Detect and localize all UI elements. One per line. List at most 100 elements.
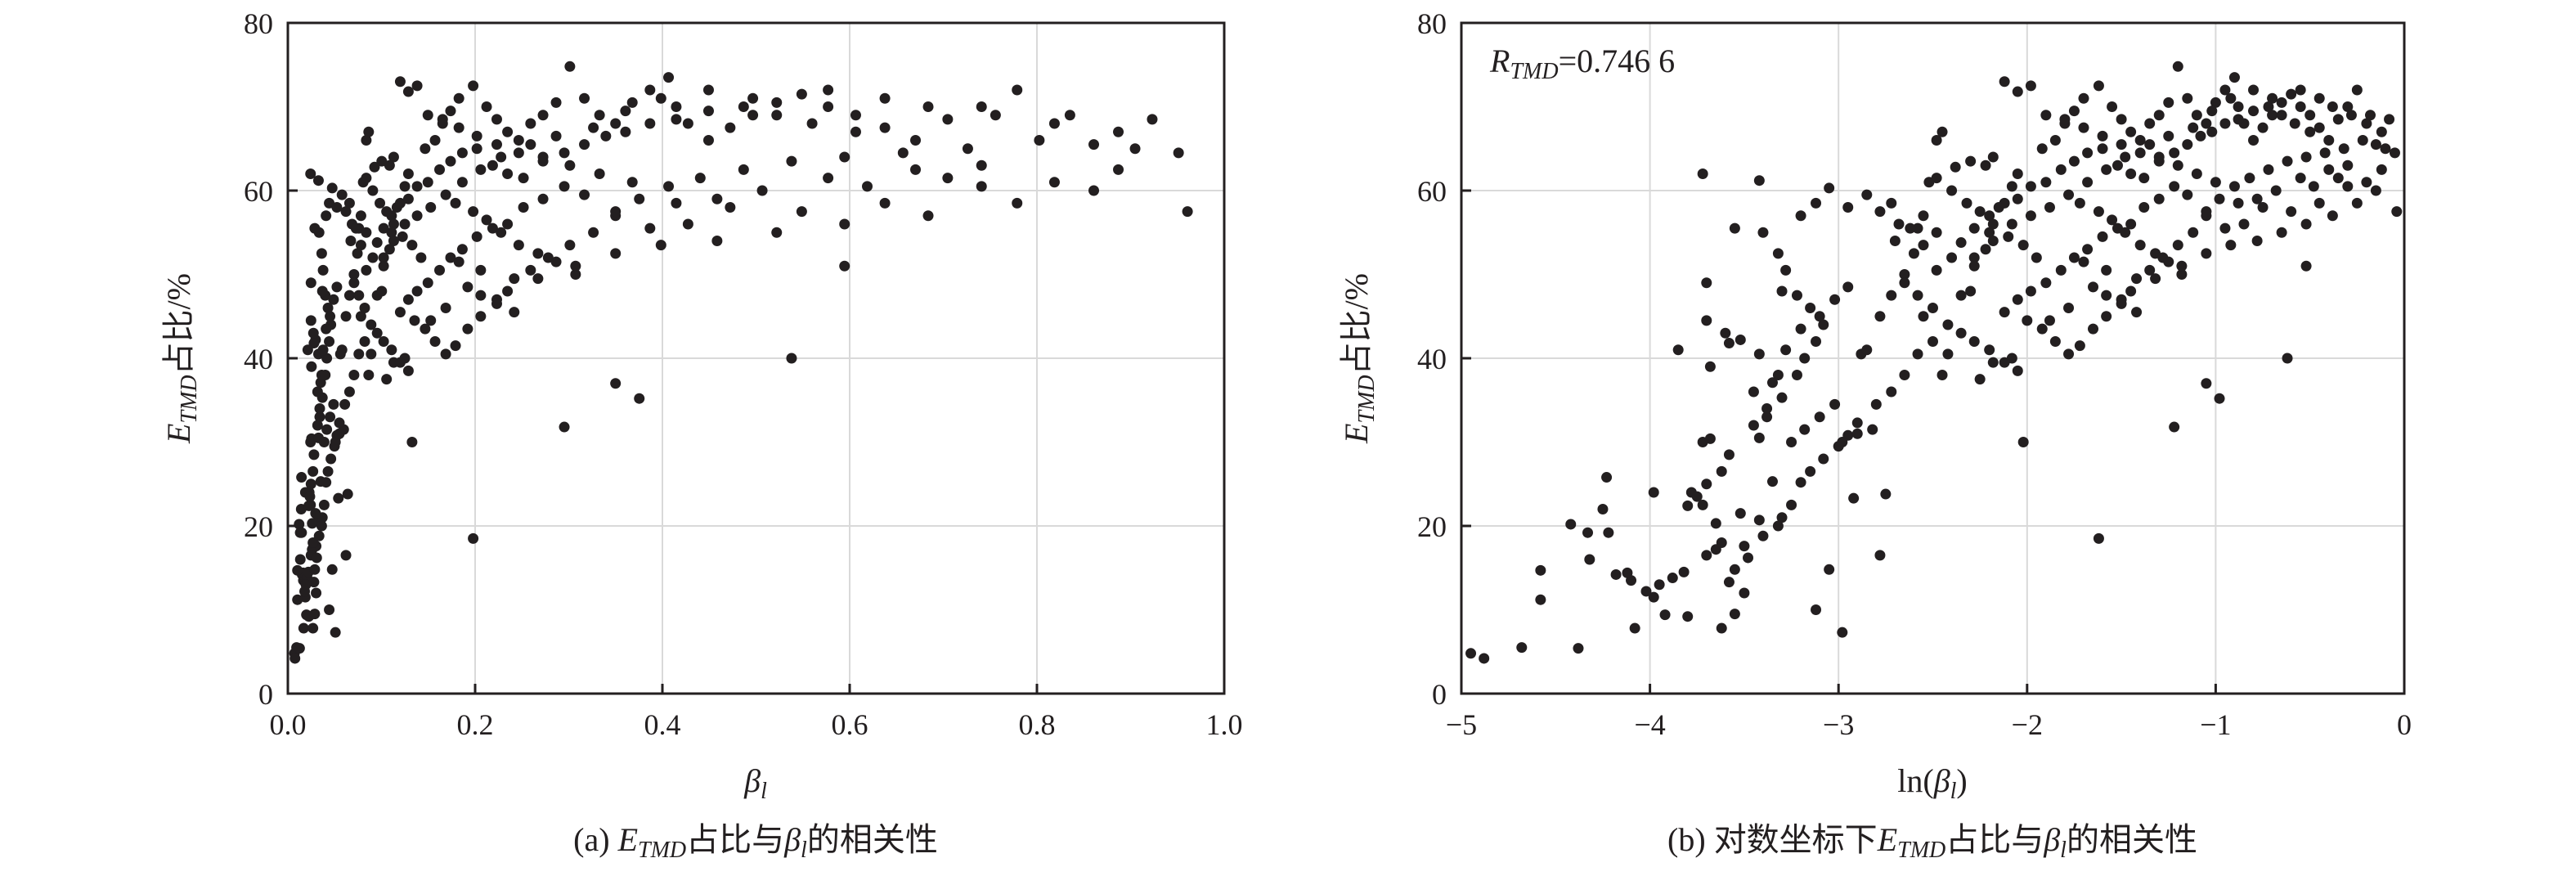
- scatter-point-a: [399, 218, 411, 230]
- scatter-point-a: [429, 135, 441, 146]
- scatter-point-a: [318, 499, 330, 510]
- scatter-point-a: [976, 181, 987, 192]
- scatter-point-a: [655, 240, 666, 251]
- scatter-point-a: [771, 97, 783, 108]
- scatter-point-a: [879, 92, 891, 104]
- scatter-point-b: [1965, 155, 1977, 167]
- scatter-point-a: [366, 319, 377, 330]
- scatter-point-a: [296, 527, 307, 538]
- scatter-point-b: [1682, 500, 1694, 511]
- scatter-point-a: [1012, 197, 1023, 209]
- scatter-point-a: [634, 393, 645, 404]
- scatter-point-b: [1936, 126, 1948, 137]
- scatter-point-a: [564, 159, 576, 171]
- scatter-point-b: [1535, 594, 1546, 605]
- scatter-point-a: [314, 403, 325, 414]
- scatter-point-b: [2191, 168, 2202, 179]
- scatter-point-b: [2182, 139, 2193, 150]
- scatter-point-a: [305, 478, 316, 490]
- scatter-point-a: [559, 421, 570, 433]
- scatter-point-a: [644, 222, 656, 234]
- scatter-point-b: [1867, 424, 1878, 435]
- scatter-point-b: [2153, 110, 2165, 121]
- scatter-point-b: [2112, 159, 2123, 171]
- scatter-point-b: [2313, 92, 2325, 104]
- scatter-point-a: [1173, 147, 1184, 159]
- scatter-point-a: [550, 130, 562, 142]
- scatter-point-b: [2286, 206, 2297, 218]
- scatter-point-a: [532, 273, 544, 285]
- x-axis-label-b: ln(βl): [1897, 762, 1967, 804]
- scatter-point-b: [1748, 386, 1759, 398]
- scatter-point-a: [307, 327, 319, 339]
- scatter-point-a: [475, 264, 487, 276]
- scatter-point-a: [394, 357, 406, 368]
- scatter-point-b: [1950, 161, 1961, 173]
- scatter-point-a: [682, 118, 693, 129]
- scatter-point-b: [2088, 323, 2099, 335]
- scatter-point-b: [1622, 567, 1633, 578]
- scatter-point-b: [2323, 135, 2335, 146]
- scatter-point-b: [2017, 437, 2029, 447]
- scatter-point-a: [324, 604, 335, 615]
- scatter-point-a: [671, 197, 682, 209]
- scatter-point-b: [2172, 240, 2183, 251]
- scatter-point-b: [1886, 197, 1897, 209]
- scatter-point-b: [2012, 294, 2023, 305]
- scatter-point-b: [1893, 218, 1905, 230]
- x-tick-label-a: 0.2: [457, 708, 494, 741]
- scatter-point-a: [411, 210, 423, 222]
- scatter-point-b: [1899, 370, 1910, 380]
- scatter-point-b: [2125, 218, 2137, 230]
- scatter-point-a: [361, 264, 372, 276]
- scatter-point-a: [345, 236, 357, 246]
- scatter-point-a: [579, 139, 590, 150]
- scatter-point-a: [307, 537, 319, 548]
- scatter-point-a: [343, 197, 355, 209]
- scatter-point-b: [2163, 97, 2174, 108]
- scatter-point-b: [1786, 437, 1797, 447]
- scatter-point-a: [532, 248, 544, 259]
- scatter-point-a: [326, 182, 338, 194]
- scatter-point-b: [1659, 609, 1671, 621]
- scatter-point-b: [1582, 527, 1594, 538]
- scatter-point-a: [879, 122, 891, 133]
- scatter-point-a: [626, 97, 638, 108]
- scatter-point-a: [330, 437, 341, 447]
- scatter-point-a: [513, 240, 524, 251]
- scatter-point-a: [1113, 164, 1124, 175]
- scatter-point-b: [1584, 554, 1595, 565]
- scatter-point-a: [311, 552, 322, 564]
- y-tick-label-a: 20: [244, 510, 273, 543]
- scatter-point-a: [397, 231, 408, 242]
- scatter-point-b: [1753, 514, 1765, 526]
- scatter-point-b: [1776, 285, 1788, 297]
- scatter-point-a: [305, 315, 316, 326]
- scatter-point-a: [434, 164, 446, 175]
- scatter-point-b: [2267, 92, 2278, 104]
- scatter-point-b: [1780, 264, 1792, 276]
- scatter-point-a: [513, 135, 524, 146]
- scatter-point-b: [1824, 564, 1835, 575]
- scatter-point-a: [388, 236, 399, 246]
- scatter-point-b: [1874, 206, 1886, 218]
- scatter-point-b: [1701, 550, 1712, 561]
- scatter-point-a: [321, 477, 332, 488]
- scatter-point-b: [2191, 110, 2202, 121]
- scatter-point-b: [1701, 478, 1712, 490]
- scatter-point-b: [1648, 487, 1659, 498]
- scatter-point-b: [1761, 411, 1773, 423]
- scatter-point-a: [725, 122, 736, 133]
- scatter-point-b: [2300, 260, 2312, 272]
- scatter-point-b: [1805, 303, 1816, 313]
- scatter-point-a: [559, 147, 570, 159]
- scatter-point-b: [1648, 591, 1659, 603]
- scatter-point-a: [570, 269, 581, 280]
- scatter-point-b: [1899, 277, 1910, 289]
- scatter-point-a: [371, 327, 383, 339]
- scatter-point-b: [2163, 130, 2174, 142]
- scatter-point-b: [2338, 143, 2349, 155]
- scatter-point-a: [330, 627, 341, 638]
- scatter-point-b: [2068, 106, 2080, 117]
- scatter-point-b: [2172, 61, 2183, 72]
